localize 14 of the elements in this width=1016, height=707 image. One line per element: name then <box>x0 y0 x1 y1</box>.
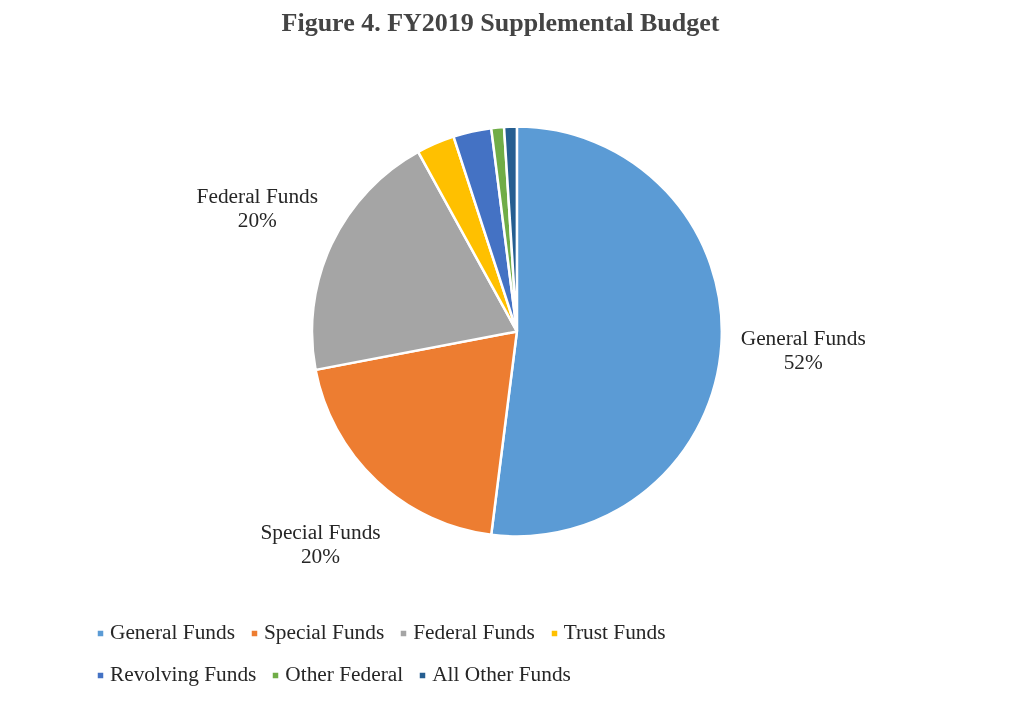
slice-label: Special Funds <box>260 519 381 544</box>
data-label: 52% <box>783 349 823 374</box>
data-label: 20% <box>237 207 278 232</box>
chart-title: Figure 4. FY2019 Supplemental Budget <box>281 7 720 37</box>
legend-label: Special Funds <box>263 620 385 645</box>
data-label: 20% <box>300 543 341 568</box>
legend-label: Revolving Funds <box>110 662 257 687</box>
slice-label: General Funds <box>740 325 866 350</box>
legend-label: General Funds <box>110 620 235 645</box>
slice-label: Federal Funds <box>196 183 319 208</box>
legend-label: Federal Funds <box>413 620 535 645</box>
legend-label: All Other Funds <box>432 662 571 687</box>
legend-label: Other Federal <box>285 662 404 687</box>
legend-label: Trust Funds <box>563 620 666 645</box>
